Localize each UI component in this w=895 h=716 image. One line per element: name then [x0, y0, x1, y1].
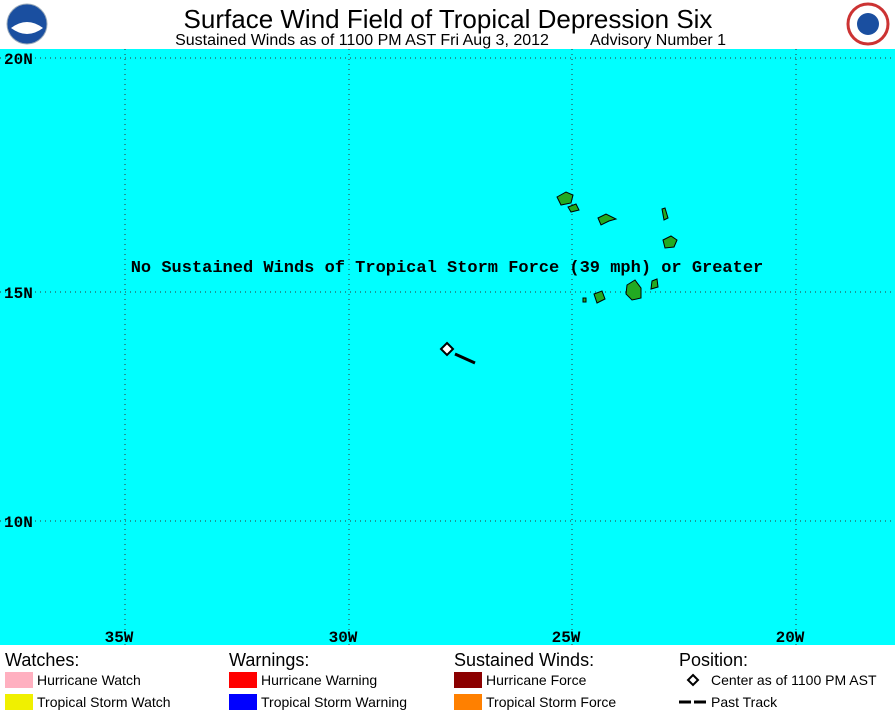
noaa-logo-bird	[11, 22, 43, 34]
island	[661, 207, 669, 221]
advisory: Advisory Number 1	[590, 32, 726, 49]
legend-heading: Position:	[679, 650, 748, 670]
legend-label: Tropical Storm Force	[486, 694, 616, 710]
longitude-label: 30W	[329, 629, 358, 647]
legend-label: Hurricane Force	[486, 672, 587, 688]
longitude-label: 25W	[552, 629, 581, 647]
island	[556, 191, 574, 206]
legend-label: Past Track	[711, 694, 778, 710]
legend-swatch	[5, 672, 33, 688]
legend-swatch	[454, 694, 482, 710]
legend-swatch	[229, 672, 257, 688]
legend-heading: Watches:	[5, 650, 79, 670]
legend-heading: Warnings:	[229, 650, 309, 670]
wind-message: No Sustained Winds of Tropical Storm For…	[131, 259, 764, 278]
past-track	[454, 352, 476, 365]
legend-label: Hurricane Warning	[261, 672, 377, 688]
island	[650, 278, 659, 290]
storm-center	[439, 341, 455, 357]
island	[567, 203, 580, 213]
legend-center-symbol	[686, 673, 700, 687]
longitude-label: 20W	[776, 629, 805, 647]
graticule: 20N 15N 10N 35W 30W 25W 20W	[0, 49, 895, 647]
island	[625, 279, 642, 301]
legend-label: Center as of 1100 PM AST	[711, 672, 877, 688]
island	[597, 213, 618, 226]
legend-swatch	[454, 672, 482, 688]
latitude-label: 15N	[4, 285, 33, 303]
legend-label: Tropical Storm Watch	[37, 694, 171, 710]
legend-heading: Sustained Winds:	[454, 650, 594, 670]
nws-logo-center	[857, 13, 879, 35]
latitude-label: 10N	[4, 514, 33, 532]
islands	[556, 191, 678, 304]
legend-swatch	[5, 694, 33, 710]
island	[662, 235, 678, 249]
island	[593, 290, 606, 304]
legend-swatch	[229, 694, 257, 710]
title: Surface Wind Field of Tropical Depressio…	[184, 4, 713, 34]
island	[582, 297, 587, 303]
legend-label: Hurricane Watch	[37, 672, 141, 688]
subtitle: Sustained Winds as of 1100 PM AST Fri Au…	[175, 32, 549, 49]
latitude-label: 20N	[4, 51, 33, 69]
legend: Watches: Hurricane Watch Tropical Storm Wa…	[5, 650, 877, 710]
longitude-label: 35W	[105, 629, 134, 647]
legend-label: Tropical Storm Warning	[261, 694, 407, 710]
